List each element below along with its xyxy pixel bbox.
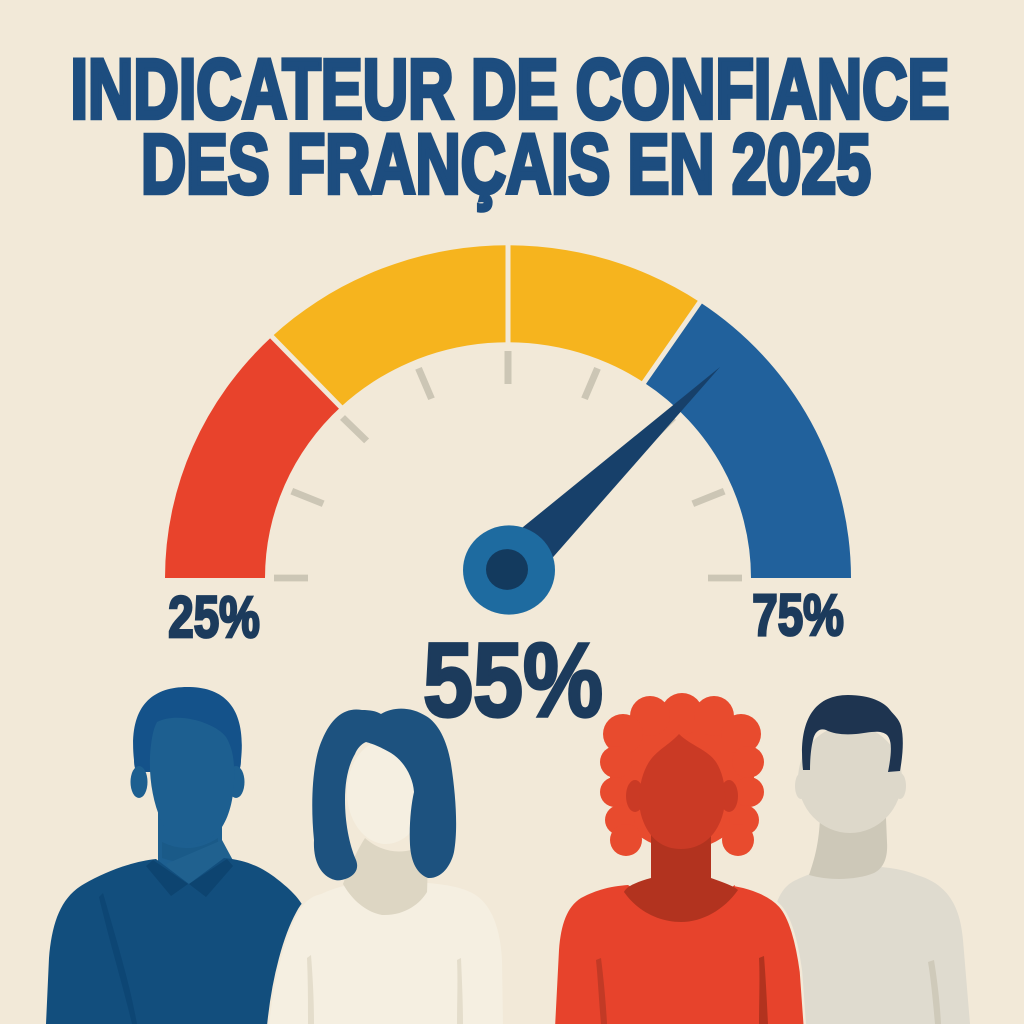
svg-text:INDICATEUR DE CONFIANCE: INDICATEUR DE CONFIANCE (71, 42, 950, 136)
svg-text:25%: 25% (168, 586, 259, 650)
svg-text:75%: 75% (752, 584, 843, 648)
svg-text:DES FRANÇAIS EN 2025: DES FRANÇAIS EN 2025 (141, 117, 871, 211)
svg-text:55%: 55% (423, 620, 603, 738)
